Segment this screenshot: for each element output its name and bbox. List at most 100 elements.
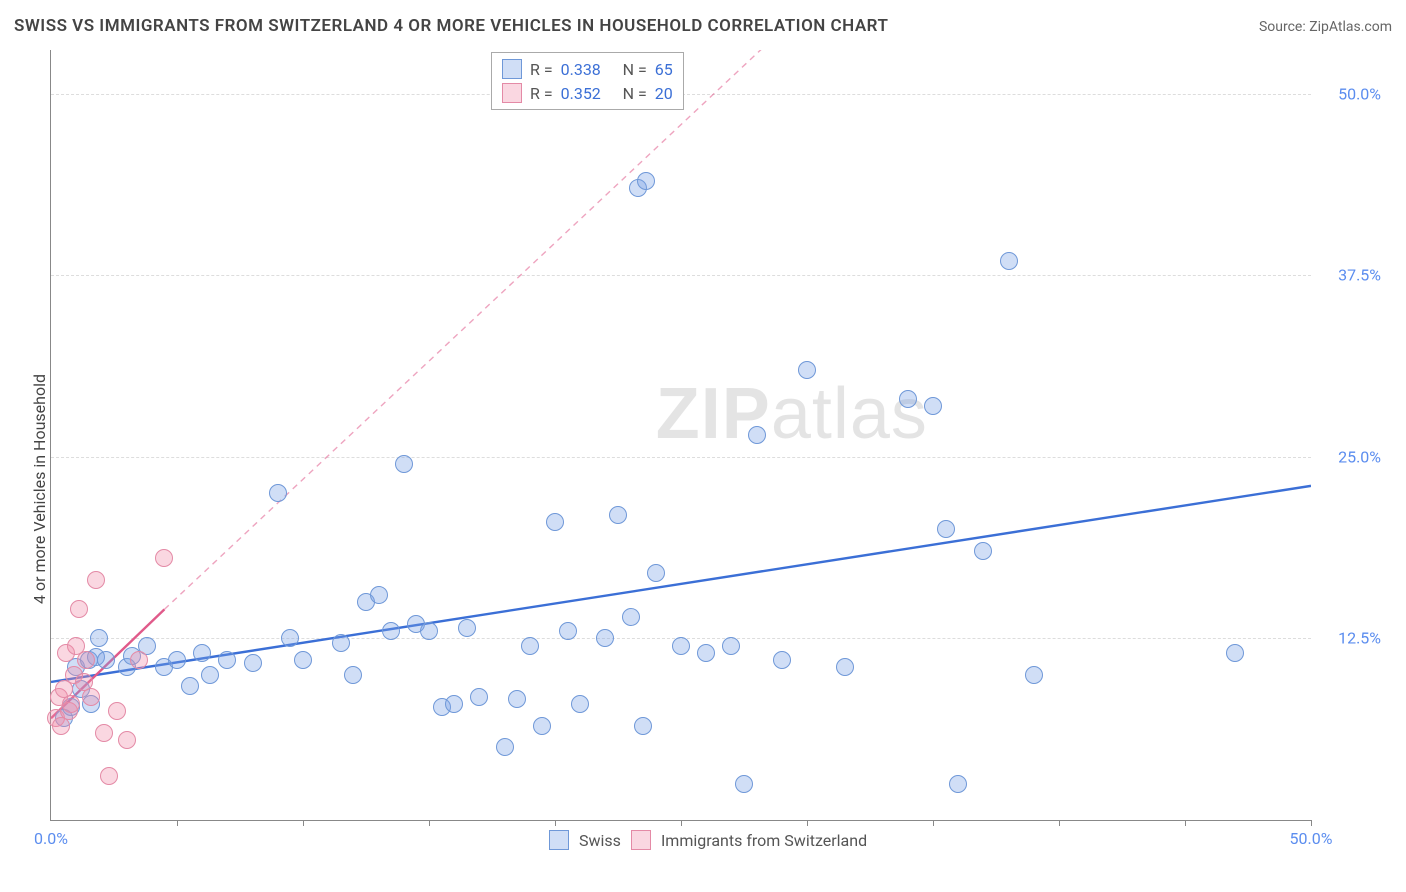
legend-r-value: 0.338 (561, 60, 615, 79)
data-point-swiss (458, 619, 476, 637)
x-tick (1311, 820, 1312, 826)
legend-swatch (631, 830, 651, 850)
data-point-swiss (344, 666, 362, 684)
legend-r-label: R = (530, 84, 553, 103)
trendline-ext-immigrants (164, 50, 807, 609)
data-point-swiss (722, 637, 740, 655)
data-point-swiss (609, 506, 627, 524)
x-tick (303, 820, 304, 826)
data-point-immigrants (87, 571, 105, 589)
data-point-swiss (798, 361, 816, 379)
data-point-swiss (370, 586, 388, 604)
data-point-swiss (1226, 644, 1244, 662)
data-point-swiss (559, 622, 577, 640)
x-tick (807, 820, 808, 826)
correlation-legend: R = 0.338 N = 65 R = 0.352 N = 20 (491, 52, 684, 110)
data-point-swiss (1025, 666, 1043, 684)
data-point-swiss (395, 455, 413, 473)
legend-n-value: 65 (655, 60, 673, 79)
data-point-immigrants (118, 731, 136, 749)
data-point-swiss (244, 654, 262, 672)
data-point-immigrants (95, 724, 113, 742)
data-point-swiss (90, 629, 108, 647)
x-tick (681, 820, 682, 826)
data-point-immigrants (82, 688, 100, 706)
data-point-immigrants (130, 651, 148, 669)
x-tick (1059, 820, 1060, 826)
data-point-swiss (634, 717, 652, 735)
legend-swatch (502, 59, 522, 79)
legend-n-label: N = (623, 84, 647, 103)
data-point-swiss (97, 651, 115, 669)
data-point-swiss (382, 622, 400, 640)
x-tick (177, 820, 178, 826)
chart-title: SWISS VS IMMIGRANTS FROM SWITZERLAND 4 O… (14, 16, 888, 36)
data-point-swiss (735, 775, 753, 793)
y-tick-label: 25.0% (1321, 447, 1381, 466)
data-point-swiss (924, 397, 942, 415)
data-point-swiss (521, 637, 539, 655)
data-point-swiss (533, 717, 551, 735)
y-tick-label: 12.5% (1321, 629, 1381, 648)
data-point-swiss (294, 651, 312, 669)
gridline (51, 457, 1311, 458)
legend-r-label: R = (530, 60, 553, 79)
data-point-swiss (546, 513, 564, 531)
correlation-legend-row-immigrants: R = 0.352 N = 20 (502, 81, 673, 105)
correlation-legend-row-swiss: R = 0.338 N = 65 (502, 57, 673, 81)
legend-n-value: 20 (655, 84, 673, 103)
y-tick-label: 37.5% (1321, 266, 1381, 285)
data-point-swiss (445, 695, 463, 713)
data-point-swiss (168, 651, 186, 669)
scatter-plot-area: 12.5%25.0%37.5%50.0%0.0%50.0%ZIPatlasR =… (50, 50, 1311, 821)
series-legend: Swiss Immigrants from Switzerland (549, 830, 867, 850)
data-point-swiss (949, 775, 967, 793)
data-point-swiss (181, 677, 199, 695)
data-point-swiss (622, 608, 640, 626)
data-point-swiss (899, 390, 917, 408)
data-point-swiss (508, 690, 526, 708)
data-point-swiss (647, 564, 665, 582)
data-point-swiss (420, 622, 438, 640)
title-bar: SWISS VS IMMIGRANTS FROM SWITZERLAND 4 O… (14, 16, 1392, 36)
data-point-swiss (637, 172, 655, 190)
data-point-swiss (773, 651, 791, 669)
y-tick-label: 50.0% (1321, 84, 1381, 103)
data-point-immigrants (100, 767, 118, 785)
x-tick-label-min: 0.0% (34, 829, 68, 848)
source-attribution: Source: ZipAtlas.com (1259, 19, 1392, 35)
trend-layer (51, 50, 1311, 820)
data-point-swiss (596, 629, 614, 647)
data-point-swiss (332, 634, 350, 652)
x-tick (429, 820, 430, 826)
legend-series-label: Swiss (579, 831, 621, 850)
data-point-swiss (496, 738, 514, 756)
x-tick (1185, 820, 1186, 826)
data-point-immigrants (155, 549, 173, 567)
x-tick-label-max: 50.0% (1290, 829, 1333, 848)
data-point-swiss (836, 658, 854, 676)
gridline (51, 275, 1311, 276)
data-point-swiss (269, 484, 287, 502)
data-point-swiss (201, 666, 219, 684)
data-point-swiss (748, 426, 766, 444)
data-point-immigrants (70, 600, 88, 618)
legend-r-value: 0.352 (561, 84, 615, 103)
watermark: ZIPatlas (656, 373, 928, 455)
x-tick (555, 820, 556, 826)
data-point-swiss (218, 651, 236, 669)
data-point-swiss (193, 644, 211, 662)
data-point-immigrants (108, 702, 126, 720)
data-point-swiss (974, 542, 992, 560)
y-axis-title: 4 or more Vehicles in Household (30, 374, 49, 604)
data-point-swiss (571, 695, 589, 713)
data-point-swiss (281, 629, 299, 647)
data-point-swiss (697, 644, 715, 662)
data-point-swiss (470, 688, 488, 706)
data-point-swiss (937, 520, 955, 538)
data-point-swiss (672, 637, 690, 655)
legend-swatch (502, 83, 522, 103)
data-point-immigrants (62, 695, 80, 713)
legend-n-label: N = (623, 60, 647, 79)
legend-series-label: Immigrants from Switzerland (661, 831, 867, 850)
